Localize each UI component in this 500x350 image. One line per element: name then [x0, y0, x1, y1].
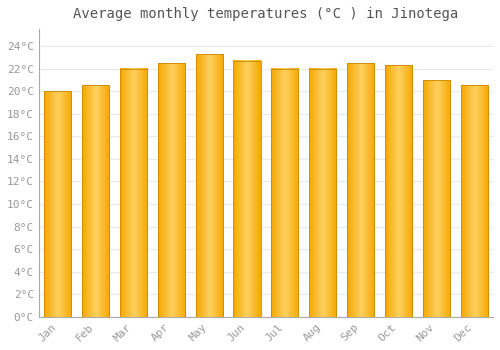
Bar: [44, 91, 72, 317]
Bar: [460, 85, 488, 317]
Bar: [422, 80, 450, 317]
Bar: [158, 63, 185, 317]
Bar: [309, 69, 336, 317]
Bar: [271, 69, 298, 317]
Bar: [234, 61, 260, 317]
Bar: [82, 85, 109, 317]
Bar: [196, 54, 223, 317]
Bar: [385, 65, 412, 317]
Title: Average monthly temperatures (°C ) in Jinotega: Average monthly temperatures (°C ) in Ji…: [74, 7, 458, 21]
Bar: [347, 63, 374, 317]
Bar: [120, 69, 147, 317]
